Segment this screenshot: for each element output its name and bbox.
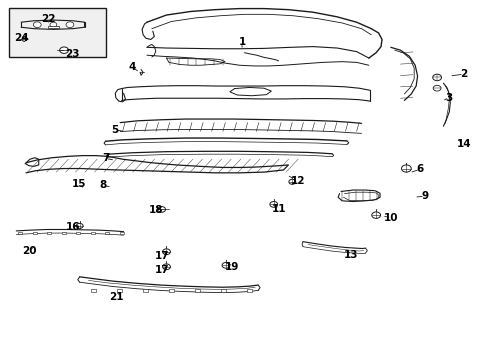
Circle shape: [222, 262, 229, 268]
Bar: [33, 232, 37, 234]
Bar: [105, 232, 109, 234]
Bar: [168, 289, 173, 292]
Circle shape: [66, 22, 74, 28]
Text: 24: 24: [14, 33, 28, 43]
Bar: [246, 289, 251, 292]
Bar: [76, 232, 80, 234]
Circle shape: [76, 224, 83, 228]
Bar: [47, 232, 51, 234]
Bar: [91, 289, 96, 292]
Circle shape: [401, 165, 410, 172]
Text: 21: 21: [109, 292, 124, 302]
Text: 7: 7: [102, 153, 109, 163]
Text: 6: 6: [416, 164, 423, 174]
Text: 9: 9: [421, 191, 427, 201]
Text: 12: 12: [290, 176, 305, 186]
Bar: [117, 289, 122, 292]
Bar: [142, 289, 147, 292]
Circle shape: [371, 212, 380, 219]
Circle shape: [60, 47, 68, 53]
Circle shape: [158, 207, 165, 212]
Text: 2: 2: [459, 69, 467, 79]
Text: 10: 10: [383, 213, 397, 222]
Bar: [61, 232, 65, 234]
Text: 19: 19: [224, 262, 239, 272]
Text: 11: 11: [271, 204, 285, 215]
Text: 20: 20: [21, 246, 36, 256]
Text: 15: 15: [71, 179, 86, 189]
Text: 23: 23: [65, 49, 80, 59]
Circle shape: [33, 22, 41, 28]
Text: 17: 17: [155, 251, 169, 261]
Circle shape: [432, 74, 441, 81]
FancyBboxPatch shape: [47, 26, 59, 28]
Text: 3: 3: [445, 93, 452, 103]
FancyBboxPatch shape: [9, 8, 106, 57]
Bar: [120, 232, 123, 234]
Text: 18: 18: [148, 206, 163, 216]
Circle shape: [162, 264, 170, 270]
Circle shape: [50, 22, 57, 27]
Text: 1: 1: [238, 37, 245, 47]
Text: 4: 4: [128, 62, 136, 72]
Text: 16: 16: [65, 222, 80, 231]
Circle shape: [162, 249, 170, 255]
Text: 22: 22: [41, 14, 56, 24]
Text: 17: 17: [155, 265, 169, 275]
Bar: [90, 232, 94, 234]
Bar: [18, 232, 22, 234]
Circle shape: [269, 202, 277, 207]
Text: 14: 14: [456, 139, 470, 149]
Bar: [221, 289, 225, 292]
Text: 8: 8: [99, 180, 106, 190]
Text: 13: 13: [343, 250, 357, 260]
Circle shape: [288, 179, 295, 184]
Bar: [195, 289, 200, 292]
Circle shape: [432, 85, 440, 91]
Text: 5: 5: [111, 125, 119, 135]
